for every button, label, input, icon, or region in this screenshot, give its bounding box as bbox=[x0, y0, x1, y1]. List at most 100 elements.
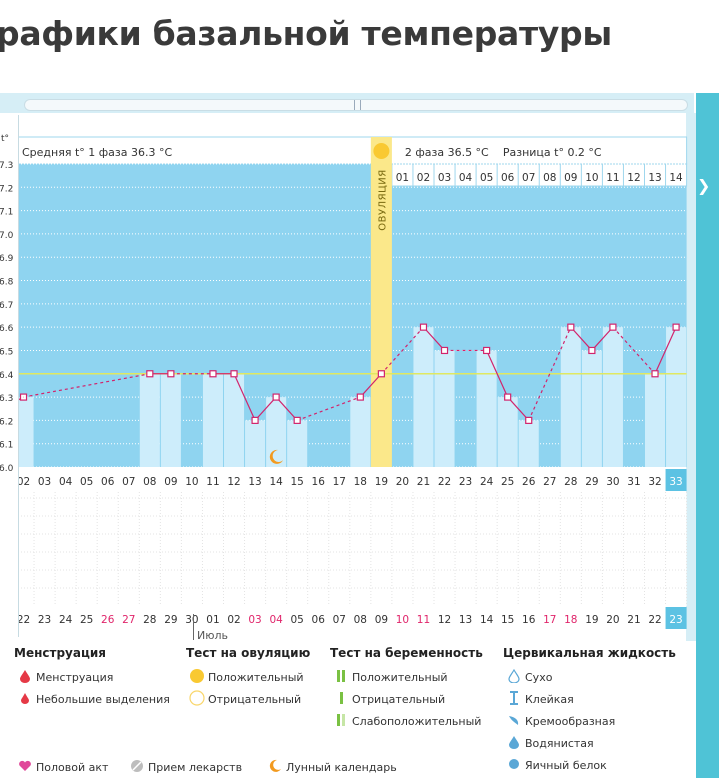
right-side-panel[interactable] bbox=[696, 93, 719, 778]
date-label: 26 bbox=[101, 614, 115, 626]
temperature-line-segment bbox=[275, 396, 298, 421]
phase2-day-label: 01 bbox=[396, 172, 409, 184]
temperature-bar bbox=[350, 397, 371, 467]
legend-cervical-fluid: Цервикальная жидкость Сухо Клейкая Кремо… bbox=[503, 646, 676, 776]
date-label: 23 bbox=[38, 614, 51, 626]
temperature-bar bbox=[224, 373, 245, 467]
temperature-bar bbox=[266, 397, 287, 467]
date-label: 08 bbox=[354, 614, 367, 626]
cycle-day-label: 03 bbox=[38, 476, 51, 488]
cycle-day-label: 18 bbox=[354, 476, 367, 488]
date-label: 04 bbox=[269, 614, 283, 626]
temperature-point bbox=[251, 416, 259, 424]
date-label: 07 bbox=[333, 614, 346, 626]
cycle-day-label: 24 bbox=[480, 476, 494, 488]
date-label: 20 bbox=[606, 614, 619, 626]
temperature-point bbox=[672, 323, 680, 331]
temperature-point bbox=[293, 416, 301, 424]
y-tick-label: 7.2 bbox=[0, 184, 13, 194]
heart-icon bbox=[14, 760, 36, 775]
moon-icon bbox=[264, 759, 286, 776]
temperature-line-segment bbox=[254, 396, 277, 421]
scroll-grip-icon[interactable] bbox=[354, 100, 361, 110]
temperature-point bbox=[377, 370, 385, 378]
y-axis-panel bbox=[0, 115, 19, 637]
date-label: 25 bbox=[80, 614, 93, 626]
legend-menstruation: Менструация Менструация Небольшие выделе… bbox=[14, 646, 170, 710]
cycle-day-label: 08 bbox=[143, 476, 156, 488]
y-tick-label: 6.8 bbox=[0, 278, 14, 288]
phase2-day-label: 04 bbox=[459, 172, 473, 184]
temperature-bar bbox=[413, 327, 434, 467]
cycle-day-label: 17 bbox=[333, 476, 346, 488]
legend-title: Цервикальная жидкость bbox=[503, 646, 676, 660]
date-label: 29 bbox=[164, 614, 177, 626]
legend-item: Лунный календарь bbox=[264, 756, 397, 778]
temperature-point bbox=[609, 323, 617, 331]
y-tick-label: 6.3 bbox=[0, 394, 13, 404]
cycle-day-label: 06 bbox=[101, 476, 115, 488]
temperature-line-segment bbox=[591, 326, 614, 351]
legend-item: Положительный bbox=[186, 666, 310, 688]
date-label: 03 bbox=[248, 614, 261, 626]
temperature-line-segment bbox=[507, 396, 530, 421]
legend-pregnancy-test: Тест на беременность Положительный Отриц… bbox=[330, 646, 483, 732]
temperature-bar bbox=[560, 327, 581, 467]
temperature-bar bbox=[160, 373, 181, 467]
legend-title: Тест на овуляцию bbox=[186, 646, 311, 660]
temperature-line-segment bbox=[528, 326, 572, 421]
phase2-day-label: 06 bbox=[501, 172, 515, 184]
temperature-point bbox=[483, 346, 491, 355]
horizontal-scrollbar[interactable] bbox=[24, 99, 688, 111]
legend-ovulation-test: Тест на овуляцию Положительный Отрицател… bbox=[186, 646, 310, 710]
legend-item: Водянистая bbox=[503, 732, 676, 754]
date-label: 27 bbox=[122, 614, 135, 626]
double-line-icon bbox=[330, 669, 352, 686]
bbt-chart: Средняя t° 1 фаза 36.3 °C 2 фаза 36.5 °C Р… bbox=[12, 136, 688, 629]
y-tick-label: 7.3 bbox=[0, 161, 13, 171]
weak-line-icon bbox=[330, 713, 352, 730]
date-label: 23 bbox=[669, 614, 682, 626]
legend-item: Яичный белок bbox=[503, 754, 676, 776]
legend-title: Менструация bbox=[14, 646, 106, 660]
egg-white-icon bbox=[503, 757, 525, 774]
date-label: 15 bbox=[501, 614, 514, 626]
cycle-day-label: 33 bbox=[669, 476, 682, 488]
y-axis: t° 6.0 6.1 6.2 6.3 6.4 6.5 6.6 6.7 6.8 6.9 7.0 7.1 7.… bbox=[0, 134, 14, 474]
temperature-point bbox=[567, 323, 575, 331]
date-label: 12 bbox=[438, 614, 451, 626]
date-label: 06 bbox=[312, 614, 326, 626]
cycle-day-label: 22 bbox=[438, 476, 451, 488]
chevron-right-icon[interactable]: ❯ bbox=[697, 176, 711, 195]
temperature-point bbox=[440, 346, 449, 355]
temperature-bar bbox=[497, 397, 518, 467]
cycle-day-label: 25 bbox=[501, 476, 514, 488]
temperature-bar bbox=[434, 350, 455, 467]
date-label: 16 bbox=[522, 614, 536, 626]
legend-item: Небольшие выделения bbox=[14, 688, 170, 710]
cycle-day-label: 10 bbox=[185, 476, 198, 488]
page-title: рафики базальной температуры bbox=[0, 14, 612, 53]
single-line-icon bbox=[330, 691, 352, 708]
legend-item: Половой акт bbox=[14, 756, 126, 778]
cycle-day-label: 20 bbox=[396, 476, 409, 488]
phase2-day-label: 09 bbox=[564, 172, 577, 184]
symptom-grid bbox=[18, 492, 687, 606]
phase2-day-label: 13 bbox=[648, 172, 661, 184]
temperature-point bbox=[651, 370, 659, 378]
temperature-bar bbox=[139, 373, 160, 467]
y-tick-label: 6.4 bbox=[0, 371, 14, 381]
legend-item: Отрицательный bbox=[186, 688, 310, 710]
cycle-day-label: 05 bbox=[80, 476, 93, 488]
cycle-day-label: 28 bbox=[564, 476, 577, 488]
y-tick-label: 6.6 bbox=[0, 324, 14, 334]
temperature-bar bbox=[518, 420, 539, 467]
temperature-bar bbox=[202, 373, 223, 467]
phase2-day-label: 07 bbox=[522, 172, 535, 184]
temperature-point bbox=[419, 323, 428, 331]
cycle-day-highlight bbox=[665, 469, 687, 491]
cycle-day-label: 07 bbox=[122, 476, 135, 488]
legend-item: Положительный bbox=[330, 666, 483, 688]
temperature-line-segment bbox=[296, 396, 361, 421]
cycle-day-label: 23 bbox=[459, 476, 472, 488]
